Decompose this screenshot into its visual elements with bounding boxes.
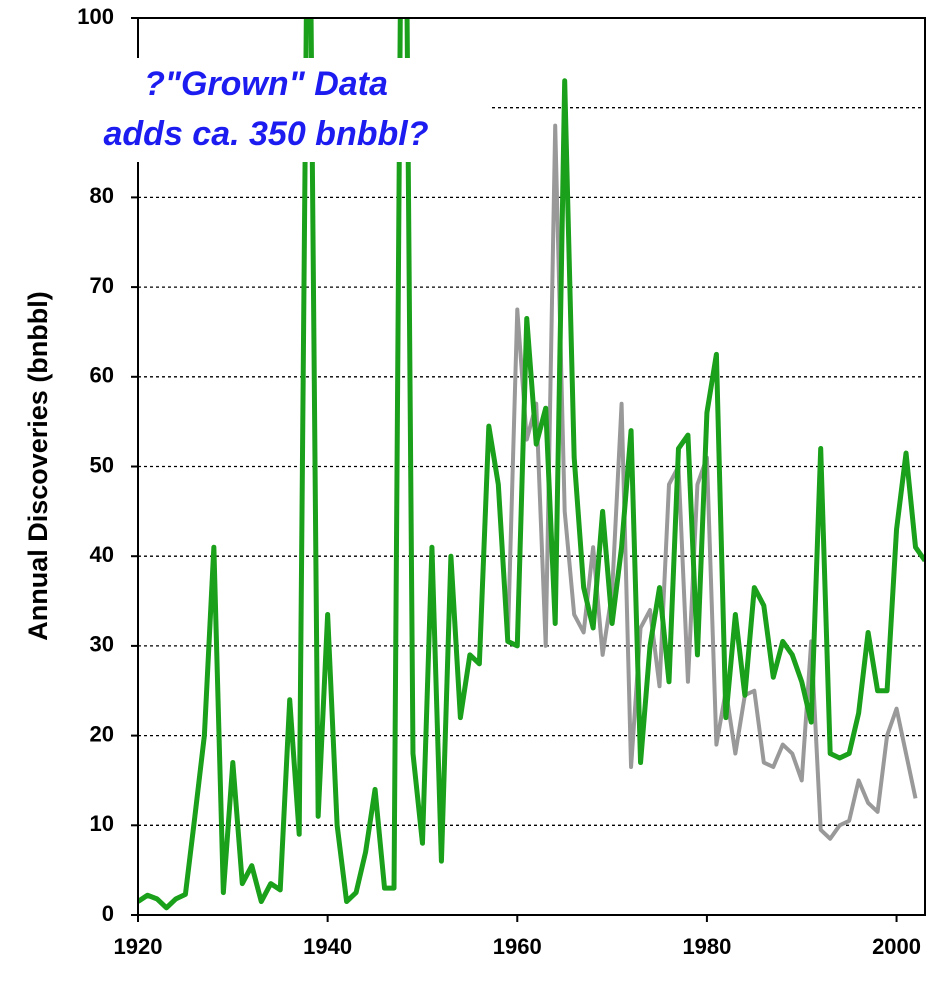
y-tick-label: 60 — [90, 363, 114, 388]
plot-lines — [138, 18, 925, 911]
y-tick-label: 30 — [90, 632, 114, 657]
y-tick-label: 0 — [102, 901, 114, 926]
x-tick-label: 1940 — [303, 934, 352, 959]
y-tick-label: 50 — [90, 452, 114, 477]
y-tick-label: 20 — [90, 721, 114, 746]
y-axis-label: Annual Discoveries (bnbbl) — [23, 291, 53, 641]
y-tick-label: 70 — [90, 273, 114, 298]
y-tick-label: 80 — [90, 183, 114, 208]
annotation: adds ca. 350 bnbbl? — [104, 115, 429, 153]
y-tick-label: 100 — [77, 4, 114, 29]
x-tick-label: 1980 — [682, 934, 731, 959]
x-tick-label: 1920 — [114, 934, 163, 959]
annotation: ?"Grown" Data — [144, 65, 388, 103]
x-tick-label: 1960 — [493, 934, 542, 959]
series-line — [138, 18, 925, 911]
x-tick-label: 2000 — [872, 934, 921, 959]
y-tick-label: 40 — [90, 542, 114, 567]
y-tick-label: 10 — [90, 811, 114, 836]
series-line — [505, 123, 918, 841]
annotation-box — [58, 58, 492, 162]
plot-frame — [137, 17, 926, 916]
